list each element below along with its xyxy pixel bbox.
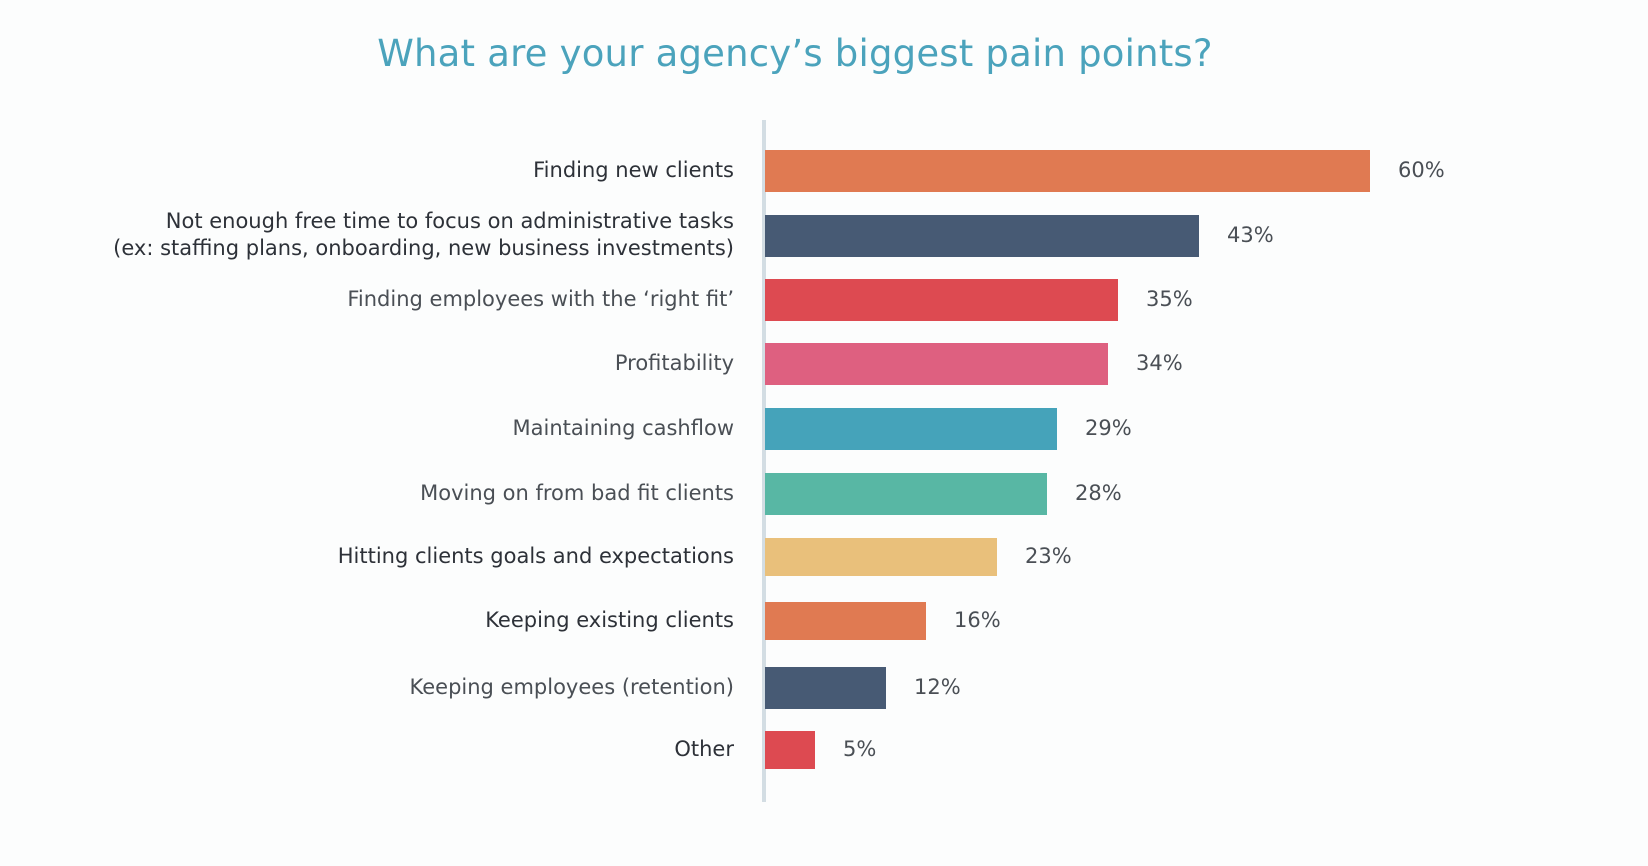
value-label: 16% [954, 608, 1001, 632]
category-label: Keeping employees (retention) [410, 674, 735, 701]
bar [765, 408, 1057, 450]
category-label: Finding employees with the ‘right fit’ [347, 286, 734, 313]
category-label: Moving on from bad fit clients [420, 480, 734, 507]
value-label: 28% [1075, 481, 1122, 505]
category-label-line: Not enough free time to focus on adminis… [165, 209, 734, 233]
value-label: 12% [914, 675, 961, 699]
bar [765, 150, 1370, 192]
value-label: 34% [1136, 351, 1183, 375]
category-label-line: Other [674, 736, 734, 761]
bar [765, 343, 1108, 385]
category-label: Other [674, 736, 734, 763]
bar [765, 602, 926, 640]
value-label: 35% [1146, 287, 1193, 311]
value-label: 29% [1085, 416, 1132, 440]
category-label-line: Finding new clients [533, 157, 734, 182]
bar [765, 473, 1047, 515]
category-label-line: Moving on from bad fit clients [420, 480, 734, 505]
value-label: 5% [843, 737, 877, 761]
category-label: Maintaining cashflow [513, 415, 734, 442]
category-label: Profitability [615, 350, 734, 377]
chart-title: What are your agency’s biggest pain poin… [377, 32, 1213, 75]
category-label-line: (ex: staffing plans, onboarding, new bus… [113, 236, 734, 260]
category-axis-line [762, 120, 766, 802]
bar [765, 279, 1118, 321]
category-label-line: Keeping employees (retention) [409, 674, 735, 699]
bar [765, 731, 815, 769]
category-label: Finding new clients [533, 157, 734, 184]
category-label-line: Profitability [614, 350, 734, 375]
category-label: Keeping existing clients [485, 607, 734, 634]
bar [765, 667, 886, 709]
category-label-line: Maintaining cashflow [512, 415, 734, 440]
bar [765, 538, 997, 576]
category-label: Hitting clients goals and expectations [338, 543, 734, 570]
category-label-line: Finding employees with the ‘right fit’ [347, 286, 734, 311]
value-label: 60% [1398, 158, 1445, 182]
value-label: 43% [1227, 223, 1274, 247]
category-label-line: Hitting clients goals and expectations [337, 543, 734, 568]
value-label: 23% [1025, 544, 1072, 568]
category-label-line: Keeping existing clients [485, 607, 734, 632]
category-label: Not enough free time to focus on adminis… [113, 208, 734, 262]
bar [765, 215, 1199, 257]
